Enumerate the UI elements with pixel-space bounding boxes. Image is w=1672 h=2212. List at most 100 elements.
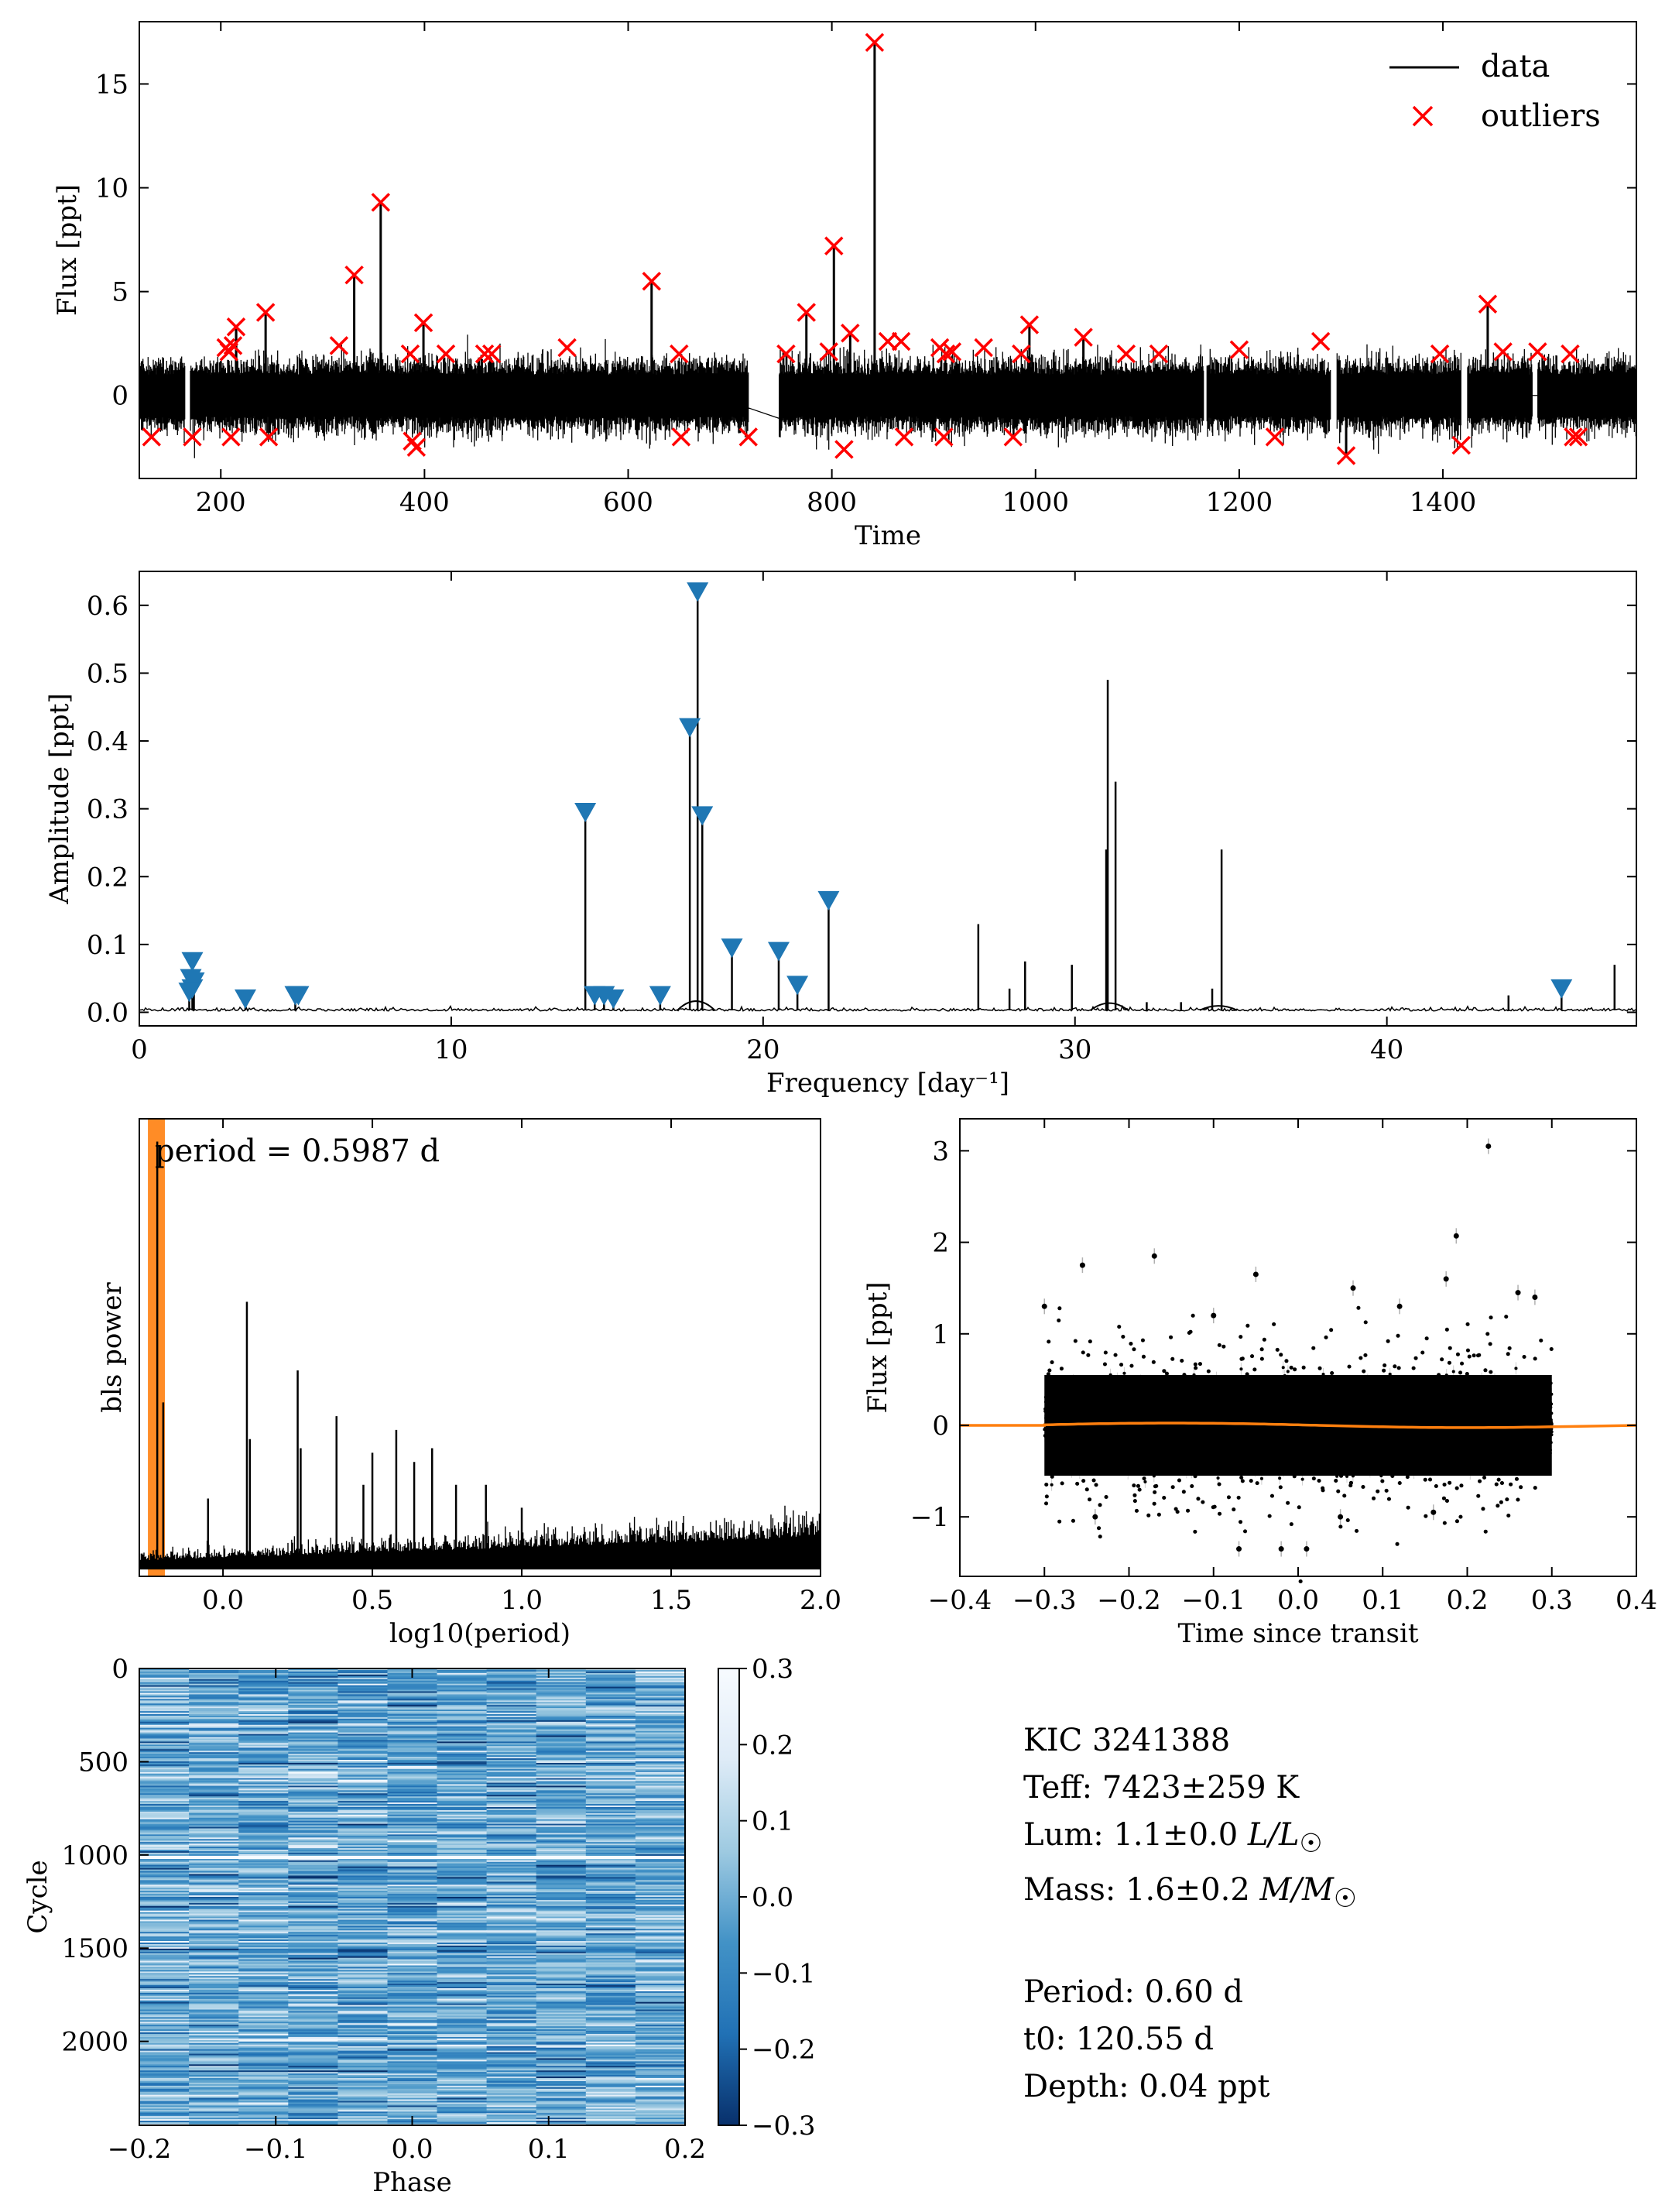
heatmap-cell xyxy=(238,2050,289,2053)
heatmap-cell xyxy=(536,1892,587,1895)
heatmap-cell xyxy=(536,2083,587,2087)
heatmap-cell xyxy=(635,1860,686,1863)
heatmap-cell xyxy=(387,1688,438,1691)
heatmap-cell xyxy=(238,1954,289,1957)
heatmap-cell xyxy=(635,2023,686,2025)
heatmap-cell xyxy=(585,1710,636,1712)
heatmap-cell xyxy=(337,2050,389,2053)
heatmap-cell xyxy=(238,1685,289,1688)
heatmap-cell xyxy=(387,1804,438,1806)
data-line xyxy=(139,331,1636,458)
heatmap-cell xyxy=(139,1948,190,1951)
heatmap-cell xyxy=(238,1834,289,1836)
heatmap-cell xyxy=(387,1785,438,1788)
heatmap-cell xyxy=(536,1793,587,1795)
heatmap-cell xyxy=(635,2097,686,2101)
heatmap-cell xyxy=(437,1943,488,1946)
heatmap-cell xyxy=(238,2105,289,2107)
heatmap-cell xyxy=(585,1985,636,1987)
heatmap-cell xyxy=(288,1762,338,1765)
heatmap-cell xyxy=(139,1874,190,1877)
heatmap-cell xyxy=(288,1968,338,1970)
heatmap-cell xyxy=(536,1806,587,1808)
heatmap-cell xyxy=(635,1702,686,1704)
heatmap-cell xyxy=(486,2038,537,2041)
heatmap-cell xyxy=(635,1892,686,1895)
heatmap-cell xyxy=(536,1710,587,1712)
heatmap-cell xyxy=(189,2022,239,2024)
heatmap-cell xyxy=(387,1760,438,1762)
heatmap-cell xyxy=(238,1746,289,1748)
heatmap-cell xyxy=(238,2082,289,2085)
heatmap-cell xyxy=(437,1851,488,1854)
heatmap-cell xyxy=(288,1799,338,1802)
heatmap-cell xyxy=(288,1871,338,1874)
heatmap-cell xyxy=(139,2047,190,2050)
heatmap-cell xyxy=(139,2059,190,2062)
heatmap-cell xyxy=(585,2080,636,2082)
heatmap-cell xyxy=(635,2015,686,2018)
heatmap-cell xyxy=(437,1697,488,1699)
heatmap-cell xyxy=(387,1922,438,1925)
heatmap-cell xyxy=(437,1939,488,1942)
heatmap-cell xyxy=(189,2034,239,2036)
heatmap-cell xyxy=(387,2001,438,2005)
heatmap-cell xyxy=(536,1929,587,1931)
outlier-marker xyxy=(226,317,246,337)
heatmap-cell xyxy=(288,1913,338,1916)
heatmap-cell xyxy=(189,2047,239,2050)
heatmap-cell xyxy=(189,1943,239,1945)
heatmap-cell xyxy=(139,1871,190,1874)
heatmap-cell xyxy=(635,1685,686,1688)
heatmap-cell xyxy=(585,1848,636,1850)
heatmap-cell xyxy=(635,1773,686,1776)
heatmap-cell xyxy=(189,1836,239,1838)
heatmap-cell xyxy=(189,1984,239,1986)
heatmap-cell xyxy=(238,2111,289,2114)
heatmap-cell xyxy=(238,2073,289,2076)
heatmap-cell xyxy=(536,1997,587,2000)
heatmap-cell xyxy=(189,2012,239,2015)
heatmap-cell xyxy=(387,1861,438,1864)
heatmap-cell xyxy=(387,1877,438,1879)
heatmap-cell xyxy=(387,1801,438,1803)
heatmap-cell xyxy=(189,1682,239,1685)
heatmap-cell xyxy=(635,2067,686,2070)
heatmap-cell xyxy=(189,1674,239,1677)
heatmap-cell xyxy=(585,1762,636,1765)
heatmap-cell xyxy=(189,2000,239,2003)
heatmap-cell xyxy=(486,1936,537,1939)
heatmap-cell xyxy=(189,1953,239,1956)
heatmap-cell xyxy=(189,1726,239,1729)
heatmap-cell xyxy=(486,1881,537,1884)
heatmap-cell xyxy=(486,1945,537,1948)
heatmap-cell xyxy=(337,1842,389,1844)
heatmap-cell xyxy=(337,1919,389,1922)
heatmap-cell xyxy=(238,1761,289,1764)
heatmap-cell xyxy=(437,1871,488,1874)
heatmap-cell xyxy=(585,2034,636,2036)
heatmap-cell xyxy=(288,2011,338,2014)
x-tick-label: 200 xyxy=(196,487,246,518)
lum-text: Lum: 1.1±0.0 xyxy=(1023,1817,1248,1853)
heatmap-cell xyxy=(536,1826,587,1830)
heatmap-cell xyxy=(486,1935,537,1937)
heatmap-cell xyxy=(337,2108,389,2111)
heatmap-cell xyxy=(139,2032,190,2035)
heatmap-cell xyxy=(189,1936,239,1939)
heatmap-cell xyxy=(486,1960,537,1963)
heatmap-cell xyxy=(437,1837,488,1840)
heatmap-cell xyxy=(238,1837,289,1840)
heatmap-cell xyxy=(635,2111,686,2114)
heatmap-cell xyxy=(238,2023,289,2025)
spacer xyxy=(1023,1922,1357,1969)
heatmap-cell xyxy=(437,2001,488,2005)
heatmap-cell xyxy=(189,1743,239,1745)
heatmap-cell xyxy=(536,1902,587,1905)
heatmap-cell xyxy=(635,1847,686,1849)
heatmap-cell xyxy=(139,1910,190,1913)
heatmap-cell xyxy=(536,1905,587,1908)
heatmap-cell xyxy=(139,1941,190,1943)
heatmap-cell xyxy=(189,2108,239,2111)
heatmap-cell xyxy=(139,1967,190,1970)
